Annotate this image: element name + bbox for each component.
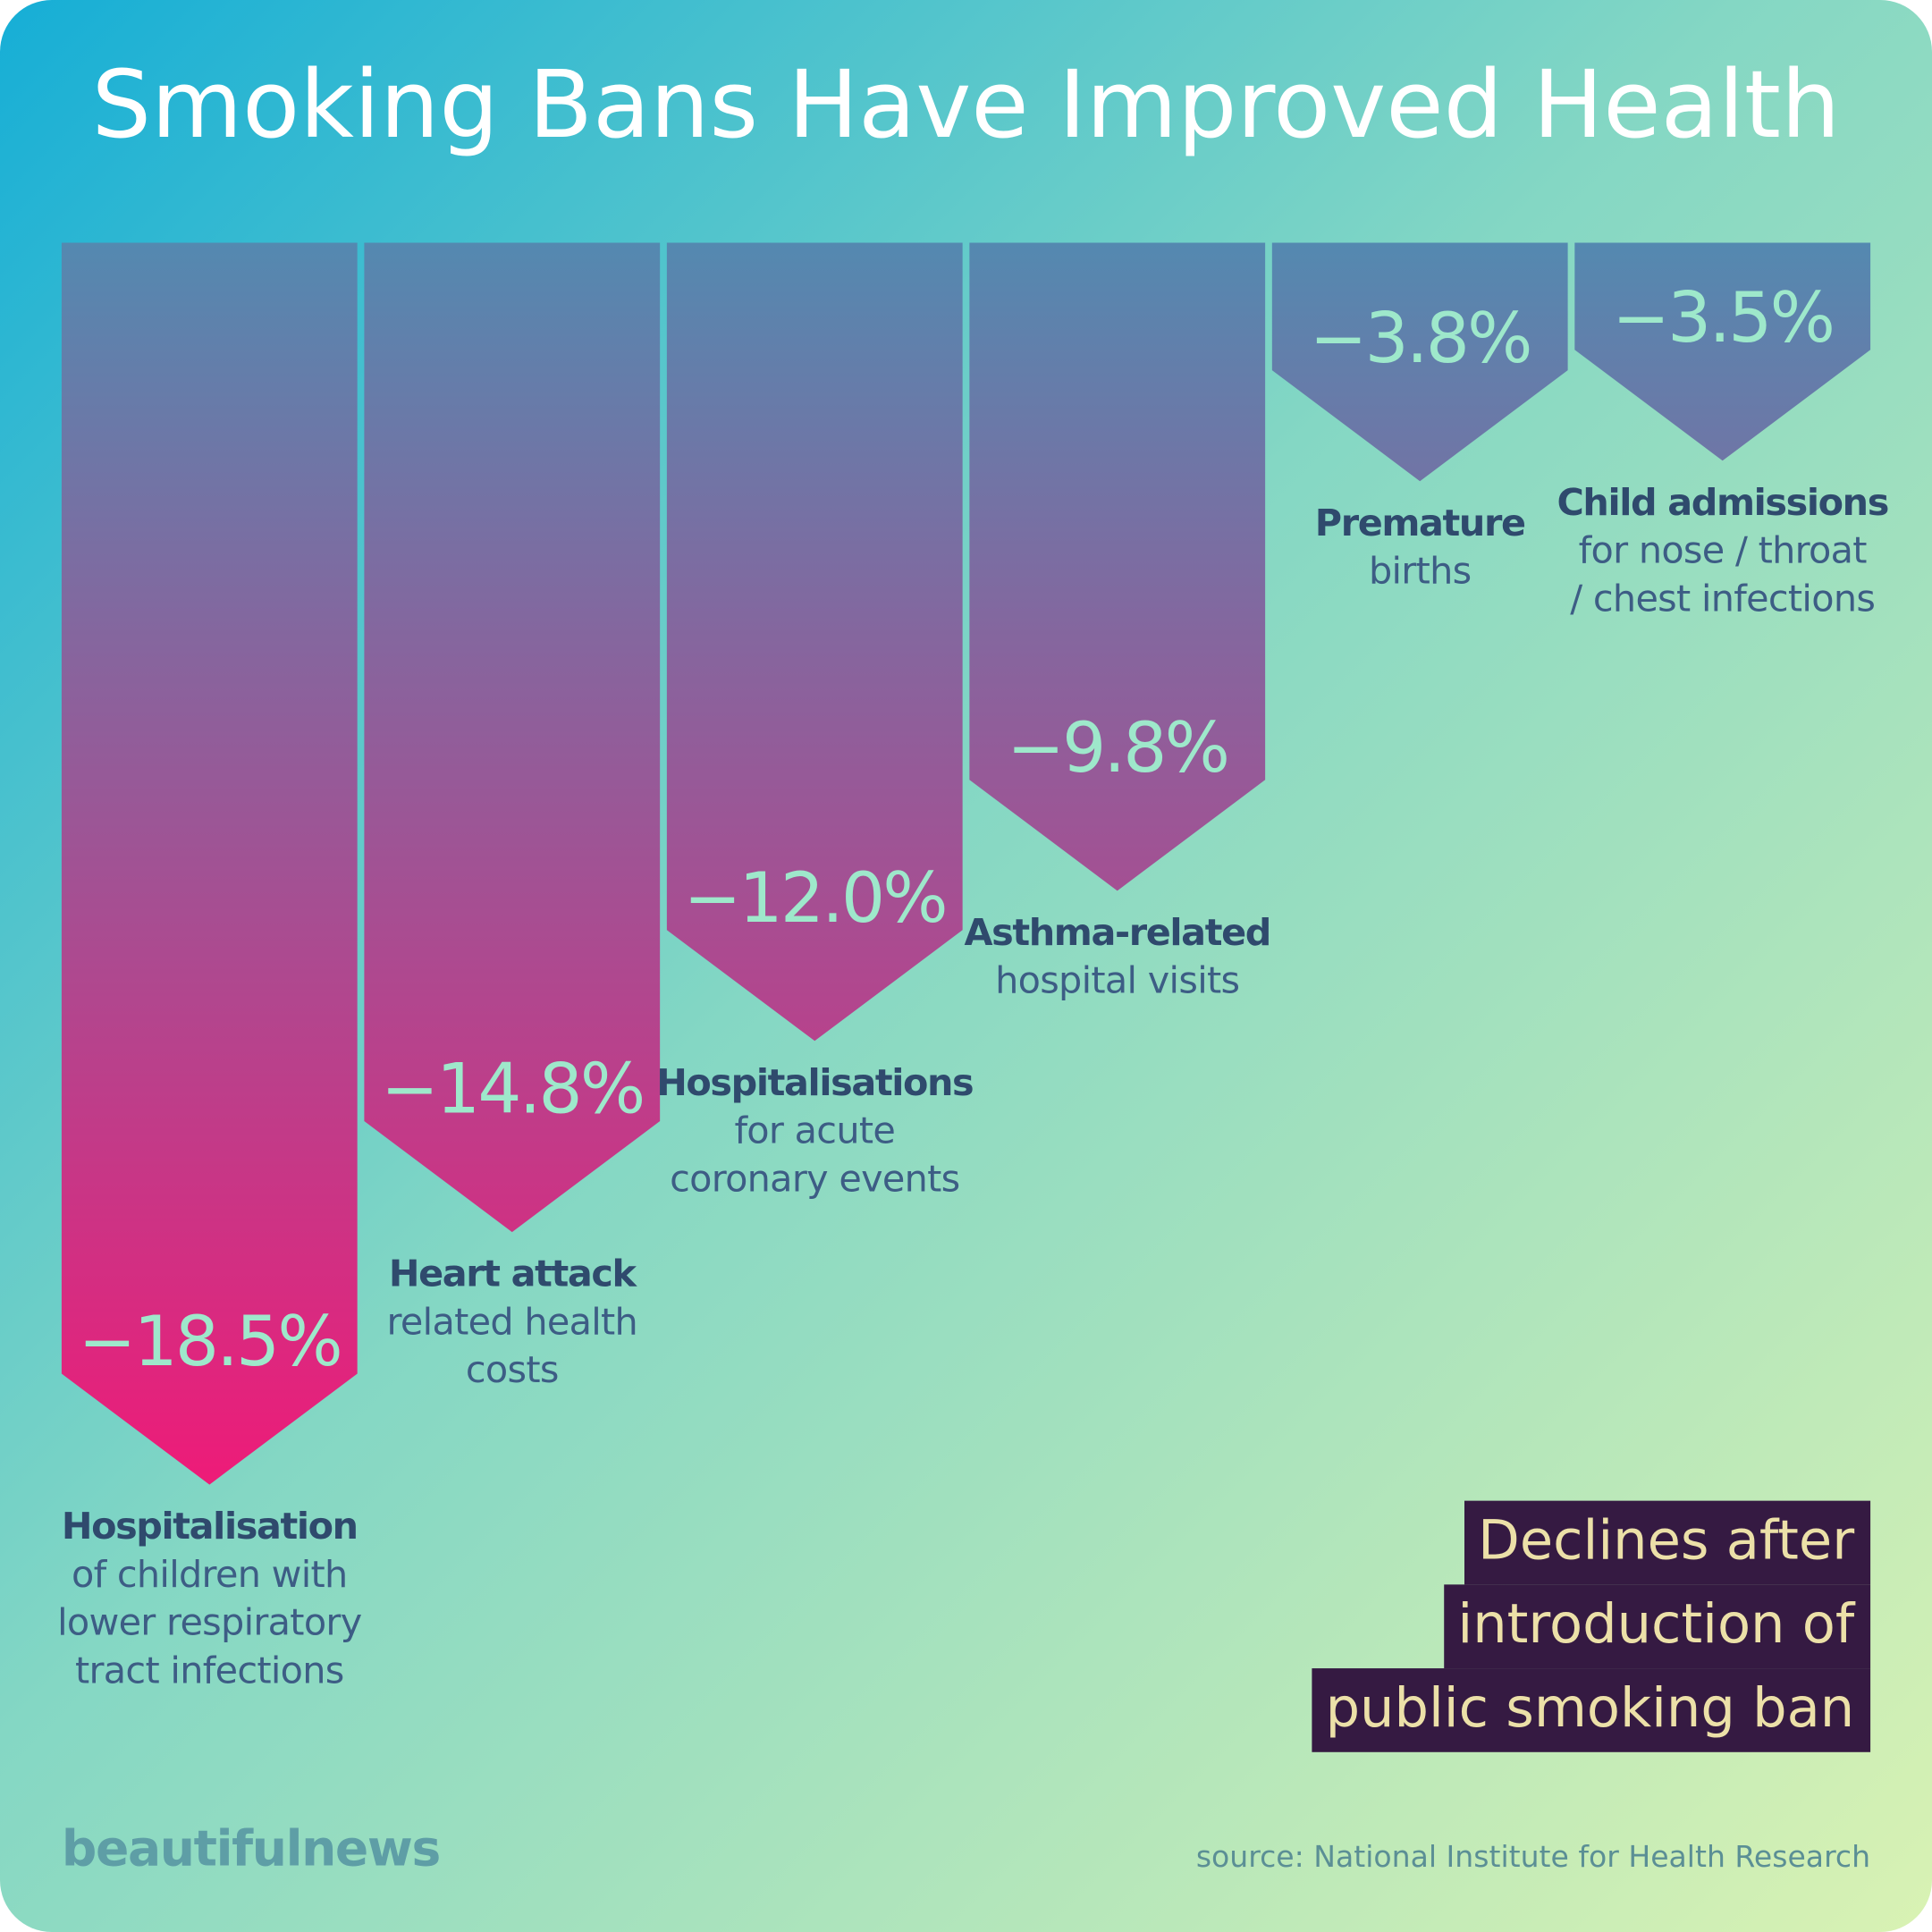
value-label: −9.8% [1007, 708, 1228, 789]
bar [969, 242, 1266, 891]
category-label: Premature [1315, 502, 1525, 544]
category-detail: births [1369, 550, 1472, 593]
value-label: −3.5% [1612, 278, 1833, 359]
bar [1574, 242, 1871, 461]
category-detail: for acute [734, 1109, 895, 1152]
bar [61, 242, 358, 1485]
category-detail: tract infections [75, 1649, 344, 1692]
category-detail: costs [466, 1348, 559, 1391]
brand: beautifulnews [62, 1820, 440, 1877]
category-detail: hospital visits [995, 959, 1239, 1002]
note-line: public smoking ban [1326, 1677, 1855, 1740]
value-label: −18.5% [79, 1302, 341, 1382]
chart-title: Smoking Bans Have Improved Health [92, 50, 1841, 159]
category-detail: of children with [72, 1553, 348, 1596]
note-line: introduction of [1457, 1593, 1855, 1656]
note-background [1444, 1584, 1871, 1669]
bar [364, 242, 661, 1233]
bar [666, 242, 963, 1042]
category-detail: / chest infections [1570, 577, 1875, 620]
source: source: National Institute for Health Re… [1196, 1839, 1870, 1874]
category-detail: related health [387, 1300, 637, 1343]
note-background [1312, 1668, 1871, 1752]
note-line: Declines after [1478, 1509, 1854, 1572]
category-label: Hospitalisations [656, 1061, 973, 1104]
category-detail: for nose / throat [1579, 529, 1868, 572]
category-detail: coronary events [670, 1157, 959, 1200]
category-label: Hospitalisation [62, 1505, 358, 1548]
category-label: Asthma-related [965, 911, 1270, 954]
value-label: −14.8% [381, 1050, 643, 1130]
note: Declines after introduction of public smok… [1312, 1500, 1871, 1752]
note-background [1464, 1500, 1871, 1585]
category-label: Child admissions [1557, 481, 1887, 524]
category-detail: lower respiratory [57, 1601, 362, 1644]
category-label: Heart attack [389, 1253, 638, 1295]
bar [1271, 242, 1568, 482]
value-label: −3.8% [1310, 299, 1531, 379]
value-label: −12.0% [684, 858, 946, 939]
